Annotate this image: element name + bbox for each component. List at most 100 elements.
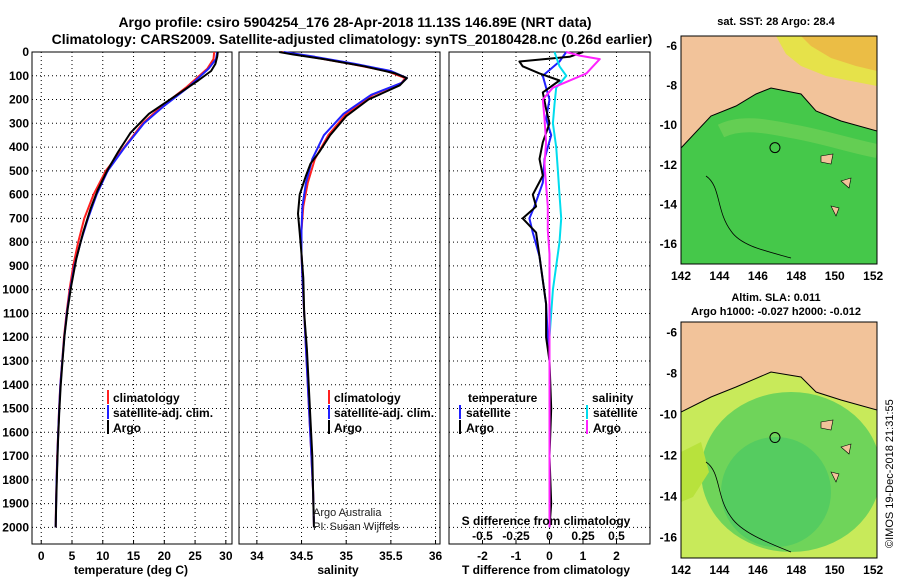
legend-s-argo-label: Argo	[593, 421, 621, 435]
s-tick-label: -0.25	[502, 529, 530, 543]
depth-tick-label: 600	[9, 188, 29, 202]
depth-tick-label: 1600	[2, 425, 29, 439]
lowest-sla-region	[721, 437, 831, 547]
s-tick-label: 0.5	[608, 529, 625, 543]
longitude-tick-label: 144	[709, 269, 729, 283]
latitude-tick-label: -10	[660, 118, 678, 132]
temperature-legend: climatology satellite-adj. clim. Argo	[107, 390, 213, 435]
x-tick-label: 35.5	[379, 549, 403, 563]
series-line-satellite-adj-clim	[283, 51, 408, 528]
temperature-xlabel: temperature (deg C)	[74, 563, 188, 577]
coastline	[681, 371, 877, 413]
legend-argo-label: Argo	[334, 421, 362, 435]
salinity-xlabel: salinity	[317, 563, 359, 577]
longitude-tick-label: 150	[825, 269, 845, 283]
bathymetry-contour	[705, 461, 792, 553]
x-tick-label: 1	[580, 549, 587, 563]
x-tick-label: 0	[546, 549, 553, 563]
series-line-argo	[54, 51, 219, 528]
sla-map-subtitle: Argo h1000: -0.027 h2000: -0.012	[691, 306, 861, 318]
s-difference-xlabel: S difference from climatology	[462, 514, 631, 528]
hot-sst-patch	[801, 36, 877, 71]
x-tick-label: 15	[127, 549, 141, 563]
x-tick-label: 34.5	[290, 549, 314, 563]
longitude-tick-label: 152	[863, 563, 883, 577]
sst-map-area	[681, 36, 877, 264]
depth-tick-label: 1100	[3, 306, 29, 320]
longitude-tick-label: 148	[786, 269, 806, 283]
depth-tick-label: 500	[9, 164, 29, 178]
t-difference-xlabel: T difference from climatology	[462, 563, 630, 577]
yellow-green-patch	[681, 442, 709, 502]
cooler-band	[717, 118, 877, 158]
imos-timestamp: ©IMOS 19-Dec-2018 21:31:55	[884, 399, 896, 548]
sla-map-area	[681, 322, 877, 558]
depth-tick-label: 1900	[2, 497, 29, 511]
x-tick-label: 36	[429, 549, 443, 563]
depth-tick-label: 1700	[2, 449, 29, 463]
depth-tick-label: 1400	[2, 378, 29, 392]
latitude-tick-label: -6	[666, 325, 677, 339]
latitude-tick-label: -12	[660, 158, 678, 172]
series-line-temperature-satellite	[528, 51, 568, 528]
longitude-tick-label: 144	[709, 563, 729, 577]
s-tick-label: 0	[546, 529, 553, 543]
depth-tick-label: 1500	[2, 402, 29, 416]
legend-climatology-label: climatology	[334, 391, 401, 405]
latitude-tick-label: -12	[660, 448, 678, 462]
x-tick-label: 34	[250, 549, 264, 563]
latitude-tick-label: -6	[666, 39, 677, 53]
latitude-tick-label: -14	[660, 198, 678, 212]
latitude-tick-label: -16	[660, 237, 678, 251]
legend-t-argo-label: Argo	[466, 421, 494, 435]
depth-tick-label: 1200	[2, 330, 29, 344]
series-line-salinity-argo	[541, 51, 601, 528]
x-tick-label: 5	[69, 549, 76, 563]
x-tick-label: -1	[511, 549, 522, 563]
depth-tick-label: 2000	[2, 520, 29, 534]
depth-tick-label: 300	[9, 116, 29, 130]
depth-tick-label: 200	[9, 93, 29, 107]
latitude-tick-label: -8	[666, 79, 677, 93]
longitude-tick-label: 146	[748, 269, 768, 283]
longitude-tick-label: 148	[786, 563, 806, 577]
temperature-profile-panel: 0 5 10 15 20 25 300100200300400500600700800900…	[2, 45, 233, 577]
depth-tick-label: 0	[22, 45, 29, 59]
x-tick-label: 35	[340, 549, 354, 563]
argo-float-marker	[769, 142, 781, 154]
figure-title-line1: Argo profile: csiro 5904254_176 28-Apr-2…	[118, 14, 591, 30]
salinity-profile-panel: 34 34.5 35 35.5 36 salinity climatology sate…	[238, 51, 443, 577]
depth-tick-label: 800	[9, 235, 29, 249]
difference-profile-panel: -2 -1 0 1 2 -0.5 -0.25 0 0.25 0.5 S difference fr…	[448, 51, 651, 577]
legend-satellite-label: satellite-adj. clim.	[334, 406, 434, 420]
x-tick-label: 25	[188, 549, 202, 563]
legend-argo-label: Argo	[113, 421, 141, 435]
sst-map-title: sat. SST: 28 Argo: 28.4	[717, 16, 835, 28]
annotation-argo-australia: Argo Australia	[313, 507, 382, 519]
depth-tick-label: 700	[9, 211, 29, 225]
x-tick-label: 2	[613, 549, 620, 563]
depth-tick-label: 900	[9, 259, 29, 273]
longitude-tick-label: 142	[671, 269, 691, 283]
longitude-tick-label: 152	[863, 269, 883, 283]
x-tick-label: 0	[38, 549, 45, 563]
temperature-plot-frame	[31, 51, 233, 545]
series-line-climatology	[54, 51, 216, 528]
salinity-legend: climatology satellite-adj. clim. Argo	[328, 390, 434, 435]
legend-temperature-heading: temperature	[468, 391, 538, 405]
difference-legend-right: salinity satellite Argo	[586, 391, 638, 435]
series-line-salinity-satellite	[548, 51, 568, 528]
x-tick-label: 30	[219, 549, 233, 563]
legend-salinity-heading: salinity	[592, 391, 634, 405]
latitude-tick-label: -8	[666, 366, 677, 380]
depth-tick-label: 400	[9, 140, 29, 154]
x-tick-label: 10	[96, 549, 110, 563]
latitude-tick-label: -14	[660, 489, 678, 503]
longitude-tick-label: 142	[671, 563, 691, 577]
latitude-tick-label: -10	[660, 407, 678, 421]
depth-tick-label: 1800	[2, 473, 29, 487]
depth-tick-label: 1000	[2, 283, 29, 297]
longitude-tick-label: 146	[748, 563, 768, 577]
coastline	[681, 87, 877, 149]
